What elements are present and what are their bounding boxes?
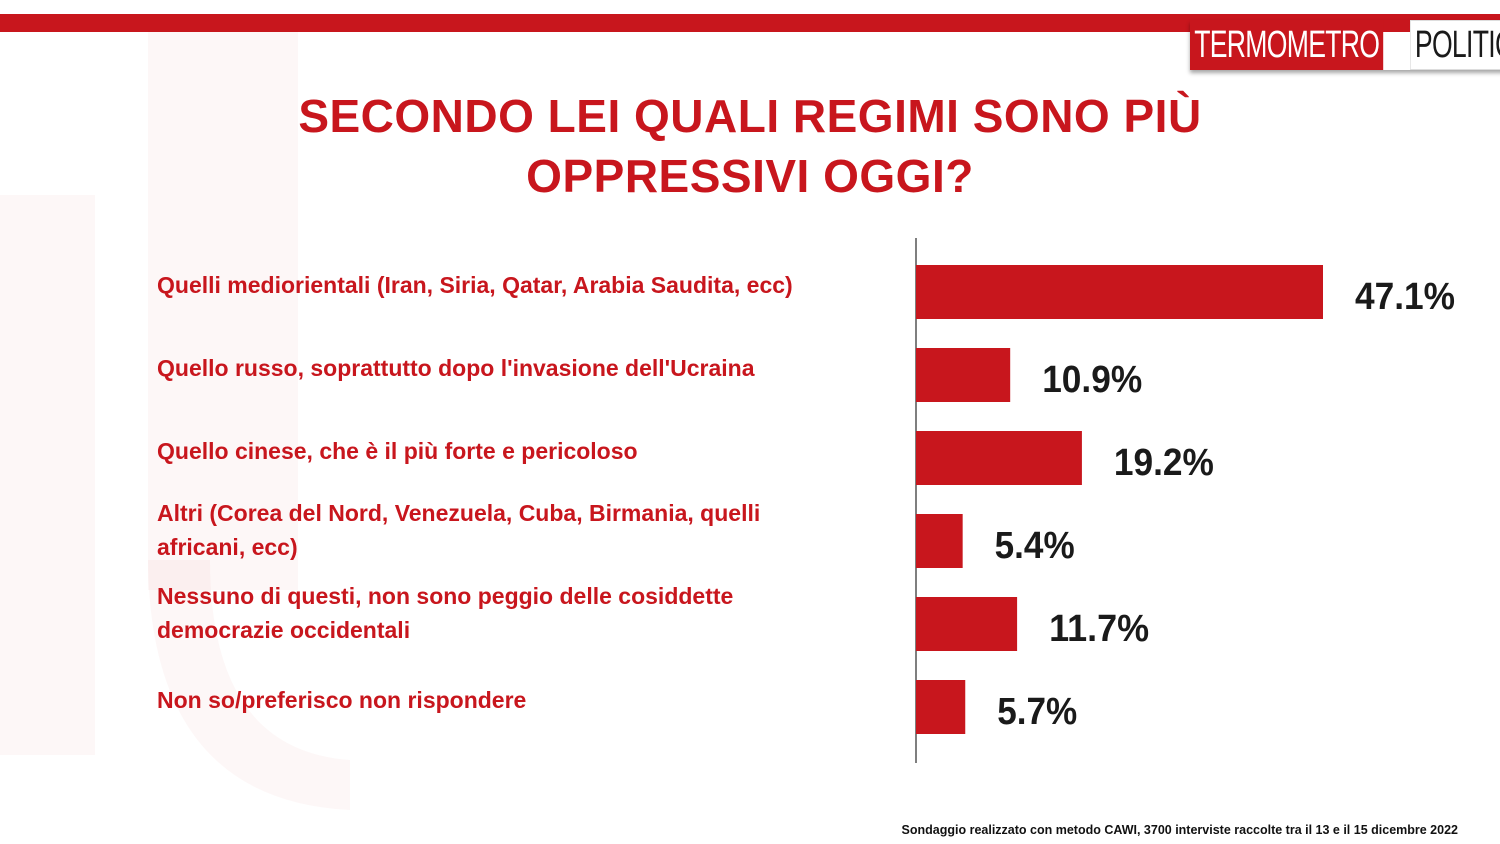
top-accent-bar (0, 14, 1500, 32)
value-label-1: 47.1% (1355, 276, 1455, 318)
survey-footnote: Sondaggio realizzato con metodo CAWI, 37… (901, 823, 1458, 837)
value-label-3: 19.2% (1114, 442, 1214, 484)
category-label-5-line-2: democrazie occidentali (157, 617, 410, 643)
category-label-4-line-2: africani, ecc) (157, 534, 298, 560)
chart-title: SECONDO LEI QUALI REGIMI SONO PIÙ OPPRES… (150, 86, 1350, 206)
value-label-5: 11.7% (1049, 608, 1149, 650)
value-label-2: 10.9% (1042, 359, 1142, 401)
bar-4 (916, 514, 963, 568)
chart-title-line-2: OPPRESSIVI OGGI? (526, 150, 974, 202)
category-label-6: Non so/preferisco non rispondere (157, 687, 526, 713)
value-label-6: 5.7% (997, 691, 1077, 733)
category-label-1: Quelli mediorientali (Iran, Siria, Qatar… (157, 272, 793, 298)
bar-6 (916, 680, 966, 734)
bar-3 (916, 431, 1082, 485)
bar-5 (916, 597, 1018, 651)
chart-title-line-1: SECONDO LEI QUALI REGIMI SONO PIÙ (298, 90, 1202, 142)
bar-1 (916, 265, 1323, 319)
category-label-4-line-1: Altri (Corea del Nord, Venezuela, Cuba, … (157, 500, 760, 526)
bar-2 (916, 348, 1011, 402)
category-label-2: Quello russo, soprattutto dopo l'invasio… (157, 355, 755, 381)
logo-part-politico: POLITICO (1410, 20, 1500, 70)
category-label-5-line-1: Nessuno di questi, non sono peggio delle… (157, 583, 733, 609)
logo-part-termometro: TERMOMETRO (1190, 20, 1384, 70)
value-label-4: 5.4% (995, 525, 1075, 567)
category-label-3: Quello cinese, che è il più forte e peri… (157, 438, 638, 464)
termometro-politico-logo: TERMOMETRO POLITICO (1190, 20, 1500, 70)
